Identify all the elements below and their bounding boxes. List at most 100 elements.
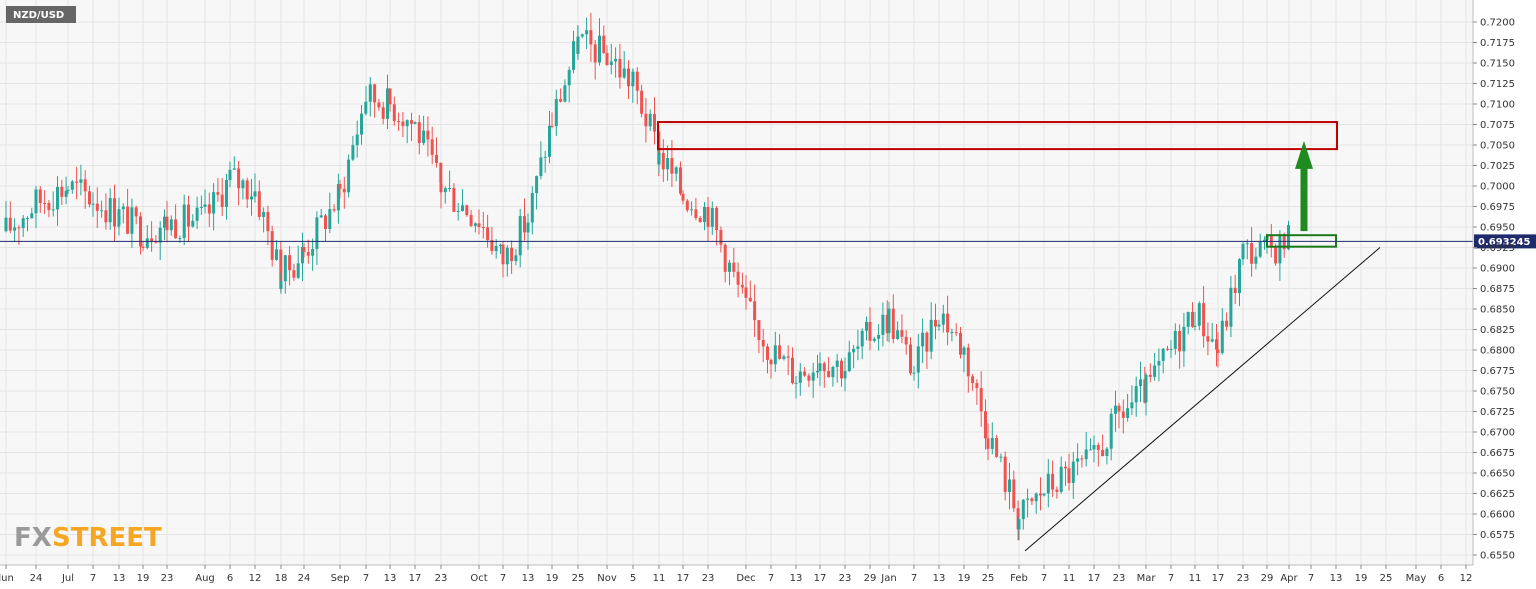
candle-down bbox=[216, 192, 220, 195]
candle-up bbox=[1034, 493, 1038, 502]
candle-down bbox=[966, 347, 970, 377]
price-tick-label: 0.6775 bbox=[1480, 366, 1515, 377]
candle-up bbox=[1089, 449, 1092, 451]
candle-down bbox=[439, 183, 443, 193]
price-tick-label: 0.7150 bbox=[1480, 59, 1515, 70]
candle-down bbox=[174, 219, 178, 239]
time-tick-label: 12 bbox=[1460, 573, 1473, 584]
candle-down bbox=[426, 130, 430, 140]
candle-down bbox=[891, 308, 895, 340]
price-tick-label: 0.6825 bbox=[1480, 325, 1515, 336]
time-tick-label: 13 bbox=[1330, 573, 1343, 584]
candle-up bbox=[1241, 243, 1245, 260]
candle-down bbox=[640, 90, 644, 114]
time-tick-label: 25 bbox=[1380, 573, 1393, 584]
candle-up bbox=[794, 382, 798, 384]
candle-up bbox=[1076, 458, 1080, 462]
candle-down bbox=[1030, 498, 1034, 502]
candle-down bbox=[237, 168, 241, 189]
time-tick-label: 7 bbox=[911, 573, 917, 584]
time-tick-label: Jan bbox=[880, 573, 896, 584]
candle-down bbox=[807, 375, 811, 381]
candle-down bbox=[410, 120, 413, 124]
candle-down bbox=[388, 88, 392, 105]
time-tick-label: 23 bbox=[161, 573, 174, 584]
candle-up bbox=[609, 61, 613, 66]
candle-down bbox=[373, 84, 377, 103]
candle-down bbox=[1117, 405, 1121, 412]
candle-down bbox=[602, 35, 606, 53]
candle-down bbox=[452, 188, 456, 212]
candle-down bbox=[698, 217, 702, 222]
time-tick-label: 19 bbox=[137, 573, 150, 584]
candle-up bbox=[598, 35, 601, 63]
candle-up bbox=[1263, 239, 1266, 242]
time-tick-label: 17 bbox=[677, 573, 690, 584]
candle-up bbox=[860, 330, 864, 347]
candle-up bbox=[990, 438, 994, 449]
candle-up bbox=[443, 188, 447, 193]
candle-up bbox=[518, 216, 522, 256]
candle-up bbox=[622, 68, 626, 78]
candle-down bbox=[266, 212, 270, 232]
current-price-badge bbox=[1474, 234, 1536, 249]
time-tick-label: 7 bbox=[363, 573, 369, 584]
candle-down bbox=[1216, 349, 1220, 354]
candle-down bbox=[766, 346, 769, 360]
time-tick-label: 23 bbox=[702, 573, 715, 584]
candle-up bbox=[847, 352, 851, 372]
annotations bbox=[657, 121, 1381, 552]
candle-up bbox=[1071, 461, 1075, 484]
candle-up bbox=[275, 249, 278, 260]
time-tick-label: 24 bbox=[298, 573, 311, 584]
candle-down bbox=[736, 271, 740, 285]
time-tick-label: Apr bbox=[1280, 573, 1298, 584]
candle-up bbox=[657, 152, 661, 165]
candle-up bbox=[456, 210, 460, 212]
time-axis[interactable]: Jun 24 Jul 7 13 19 23 Aug 6 12 18 24 Sep 7 13 17 23 Oct 7 1… bbox=[0, 564, 1473, 584]
candle-up bbox=[203, 204, 207, 207]
candle-up bbox=[182, 204, 186, 239]
candle-down bbox=[670, 158, 674, 174]
candle-down bbox=[1202, 303, 1206, 337]
candle-down bbox=[139, 216, 142, 247]
candle-up bbox=[405, 120, 409, 127]
candle-up bbox=[195, 207, 199, 221]
time-tick-label: 6 bbox=[1438, 573, 1444, 584]
candle-down bbox=[1178, 330, 1182, 352]
candle-down bbox=[715, 207, 719, 231]
time-tick-label: 29 bbox=[864, 573, 877, 584]
candle-down bbox=[959, 332, 962, 355]
candle-down bbox=[909, 344, 912, 374]
fxstreet-watermark: FX STREET bbox=[14, 523, 162, 553]
time-tick-label: 19 bbox=[958, 573, 971, 584]
price-tick-label: 0.7100 bbox=[1480, 100, 1515, 111]
candle-up bbox=[1182, 326, 1186, 352]
candle-down bbox=[381, 107, 385, 119]
candle-up bbox=[773, 345, 777, 365]
candle-up bbox=[950, 332, 954, 334]
candle-up bbox=[1084, 449, 1088, 460]
symbol-badge[interactable]: NZD/USD bbox=[6, 6, 76, 23]
candle-up bbox=[1109, 413, 1113, 449]
candle-down bbox=[1051, 473, 1055, 490]
candle-up bbox=[56, 186, 59, 210]
candle-down bbox=[1121, 411, 1125, 418]
price-axis[interactable]: 0.7200 0.7175 0.7150 0.7125 0.7100 0.7075 0.70… bbox=[1472, 0, 1515, 565]
candle-down bbox=[257, 191, 261, 217]
candle-up bbox=[690, 209, 694, 211]
candle-down bbox=[1250, 243, 1254, 264]
candle-down bbox=[75, 181, 79, 183]
candle-down bbox=[1067, 468, 1071, 484]
candle-down bbox=[306, 252, 310, 256]
candle-down bbox=[1215, 339, 1218, 350]
candle-up bbox=[648, 114, 652, 127]
candle-up bbox=[66, 189, 70, 191]
candle-up bbox=[225, 180, 228, 207]
candle-down bbox=[593, 44, 597, 63]
resistance-zone-box bbox=[657, 121, 1338, 151]
candle-up bbox=[585, 30, 589, 35]
candle-down bbox=[748, 297, 752, 302]
